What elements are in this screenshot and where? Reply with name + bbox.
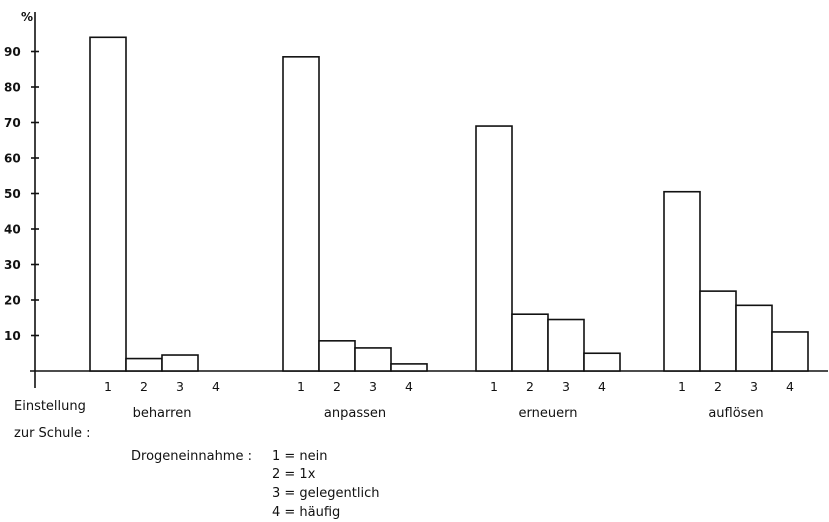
bar-anpassen-1 [282, 56, 320, 372]
category-label-anpassen-3: 3 [369, 379, 377, 394]
bar-auflösen-3 [735, 304, 773, 372]
y-tick-label-30: 30 [4, 258, 21, 272]
bar-beharren-2 [125, 357, 163, 372]
category-label-beharren-2: 2 [140, 379, 148, 394]
bar-erneuern-4 [583, 352, 621, 372]
category-label-erneuern-1: 1 [490, 379, 498, 394]
category-label-anpassen-1: 1 [297, 379, 305, 394]
legend-entry-1: 1 = nein [272, 449, 328, 464]
legend-title: Drogeneinnahme : [131, 449, 252, 464]
group-label-beharren: beharren [133, 406, 192, 421]
legend-entry-3: 3 = gelegentlich [272, 486, 380, 501]
category-label-auflösen-1: 1 [678, 379, 686, 394]
group-label-erneuern: erneuern [519, 406, 578, 421]
group-axis-label-line1: Einstellung [14, 399, 86, 414]
category-label-anpassen-2: 2 [333, 379, 341, 394]
group-label-auflösen: auflösen [708, 406, 763, 421]
legend-entry-2: 2 = 1x [272, 467, 316, 482]
category-label-beharren-4: 4 [212, 379, 220, 394]
bar-auflösen-4 [771, 331, 809, 372]
category-label-beharren-1: 1 [104, 379, 112, 394]
bar-erneuern-2 [511, 313, 549, 372]
category-label-anpassen-4: 4 [405, 379, 413, 394]
bar-erneuern-1 [475, 125, 513, 372]
category-label-erneuern-2: 2 [526, 379, 534, 394]
y-tick-label-90: 90 [4, 45, 21, 59]
category-label-erneuern-4: 4 [598, 379, 606, 394]
group-labels: beharren anpassen erneuern auflösen [133, 406, 764, 421]
bar-beharren-3 [161, 354, 199, 372]
legend-entry-4: 4 = häufig [272, 505, 340, 520]
category-label-auflösen-4: 4 [786, 379, 794, 394]
y-tick-label-20: 20 [4, 294, 21, 308]
y-axis-unit-label: % [21, 10, 33, 24]
bars [89, 36, 809, 372]
group-label-anpassen: anpassen [324, 406, 386, 421]
group-axis-label-line2: zur Schule : [14, 426, 91, 441]
bar-anpassen-3 [354, 347, 392, 372]
category-labels: 1 2 3 4 1 2 3 4 1 2 3 4 1 2 3 4 [104, 379, 794, 394]
bar-auflösen-1 [663, 190, 701, 372]
category-label-erneuern-3: 3 [562, 379, 570, 394]
category-label-auflösen-2: 2 [714, 379, 722, 394]
bar-erneuern-3 [547, 318, 585, 372]
y-ticks: 10 20 30 40 50 60 70 80 90 [4, 45, 39, 343]
y-tick-label-70: 70 [4, 116, 21, 130]
y-tick-label-60: 60 [4, 152, 21, 166]
y-tick-label-80: 80 [4, 81, 21, 95]
bar-anpassen-4 [390, 363, 428, 372]
bar-beharren-1 [89, 36, 127, 372]
y-tick-label-10: 10 [4, 329, 21, 343]
y-tick-label-40: 40 [4, 223, 21, 237]
bar-auflösen-2 [699, 290, 737, 372]
legend: Drogeneinnahme : 1 = nein 2 = 1x 3 = gel… [131, 449, 380, 520]
bar-anpassen-2 [318, 340, 356, 372]
category-label-auflösen-3: 3 [750, 379, 758, 394]
y-tick-label-50: 50 [4, 187, 21, 201]
category-label-beharren-3: 3 [176, 379, 184, 394]
